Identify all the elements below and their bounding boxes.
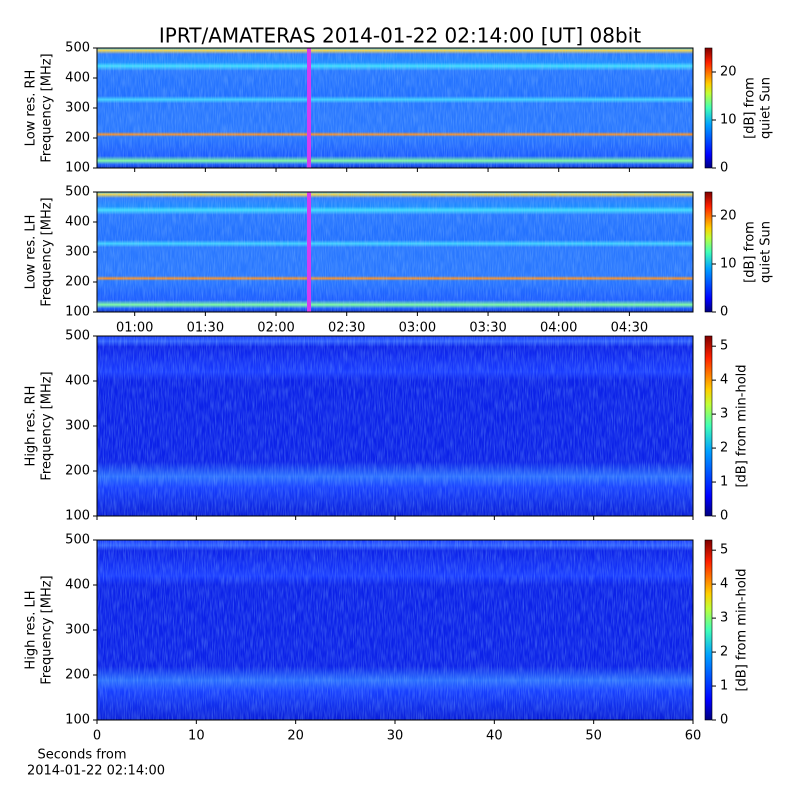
colorbar-label: quiet Sun	[759, 77, 774, 139]
colorbar-tick-label: 3	[720, 407, 728, 422]
x-tick-label: 01:00	[116, 321, 153, 336]
colorbar-label: quiet Sun	[759, 221, 774, 283]
colorbar-tick-label: 0	[720, 713, 728, 728]
y-tick-label: 100	[65, 509, 90, 524]
y-axis-label: Frequency [MHz]	[40, 53, 55, 162]
y-tick-label: 100	[65, 305, 90, 320]
y-axis-label: Low res. RH	[24, 70, 39, 147]
colorbar-tick-label: 10	[720, 257, 737, 272]
colorbar-tick-label: 5	[720, 543, 728, 558]
y-axis-label: High res. RH	[24, 386, 39, 467]
colorbar-tick-label: 2	[720, 441, 728, 456]
colorbar-tick-label: 3	[720, 611, 728, 626]
x-tick-label: 04:00	[540, 321, 577, 336]
x-tick-label: 03:30	[469, 321, 506, 336]
y-axis-label: Frequency [MHz]	[40, 575, 55, 684]
colorbar	[704, 191, 713, 313]
x-tick-label: 40	[486, 729, 503, 744]
colorbar-tick-label: 20	[720, 65, 737, 80]
colorbar-tick-label: 10	[720, 113, 737, 128]
x-tick-label: 02:30	[328, 321, 365, 336]
x-tick-label: 20	[287, 729, 304, 744]
y-tick-label: 100	[65, 713, 90, 728]
x-tick-label: 04:30	[611, 321, 648, 336]
spectrogram-noise	[97, 192, 693, 312]
colorbar-label: [dB] from	[743, 221, 758, 283]
x-tick-label: 50	[585, 729, 602, 744]
colorbar-tick-label: 0	[720, 509, 728, 524]
x-tick-label: 0	[93, 729, 101, 744]
y-axis-label: High res. LH	[24, 590, 39, 669]
y-tick-label: 300	[65, 623, 90, 638]
colorbar	[704, 47, 713, 169]
y-tick-label: 200	[65, 131, 90, 146]
y-tick-label: 500	[65, 533, 90, 548]
y-tick-label: 300	[65, 245, 90, 260]
colorbar-tick-label: 0	[720, 305, 728, 320]
x-tick-label: 10	[188, 729, 205, 744]
colorbar-tick-label: 5	[720, 339, 728, 354]
y-tick-label: 300	[65, 419, 90, 434]
colorbar	[704, 539, 713, 721]
x-axis-label: Seconds from	[37, 748, 126, 763]
y-tick-label: 400	[65, 374, 90, 389]
y-tick-label: 400	[65, 578, 90, 593]
y-tick-label: 200	[65, 275, 90, 290]
y-tick-label: 400	[65, 215, 90, 230]
spectrogram-noise	[97, 48, 693, 168]
x-axis-label: 2014-01-22 02:14:00	[27, 764, 165, 779]
colorbar-tick-label: 2	[720, 645, 728, 660]
colorbar	[704, 335, 713, 517]
x-tick-label: 30	[387, 729, 404, 744]
colorbar-label: [dB] from	[743, 77, 758, 139]
colorbar-tick-label: 20	[720, 209, 737, 224]
x-tick-label: 60	[685, 729, 702, 744]
y-tick-label: 200	[65, 668, 90, 683]
y-tick-label: 100	[65, 161, 90, 176]
colorbar-label: [dB] from min-hold	[735, 568, 750, 691]
colorbar-tick-label: 0	[720, 161, 728, 176]
x-tick-label: 01:30	[187, 321, 224, 336]
y-tick-label: 200	[65, 464, 90, 479]
y-tick-label: 500	[65, 185, 90, 200]
figure-title: IPRT/AMATERAS 2014-01-22 02:14:00 [UT] 0…	[159, 24, 641, 48]
colorbar-tick-label: 1	[720, 475, 728, 490]
colorbar-tick-label: 4	[720, 577, 728, 592]
y-tick-label: 500	[65, 41, 90, 56]
colorbar-tick-label: 1	[720, 679, 728, 694]
spectrogram-noise	[97, 336, 693, 516]
y-tick-label: 500	[65, 329, 90, 344]
time-marker	[307, 192, 312, 312]
x-tick-label: 02:00	[257, 321, 294, 336]
y-tick-label: 400	[65, 71, 90, 86]
y-axis-label: Low res. LH	[24, 215, 39, 290]
y-axis-label: Frequency [MHz]	[40, 371, 55, 480]
colorbar-label: [dB] from min-hold	[735, 364, 750, 487]
y-axis-label: Frequency [MHz]	[40, 197, 55, 306]
colorbar-tick-label: 4	[720, 373, 728, 388]
x-tick-label: 03:00	[399, 321, 436, 336]
time-marker	[307, 48, 312, 168]
y-tick-label: 300	[65, 101, 90, 116]
spectrogram-noise	[97, 540, 693, 720]
